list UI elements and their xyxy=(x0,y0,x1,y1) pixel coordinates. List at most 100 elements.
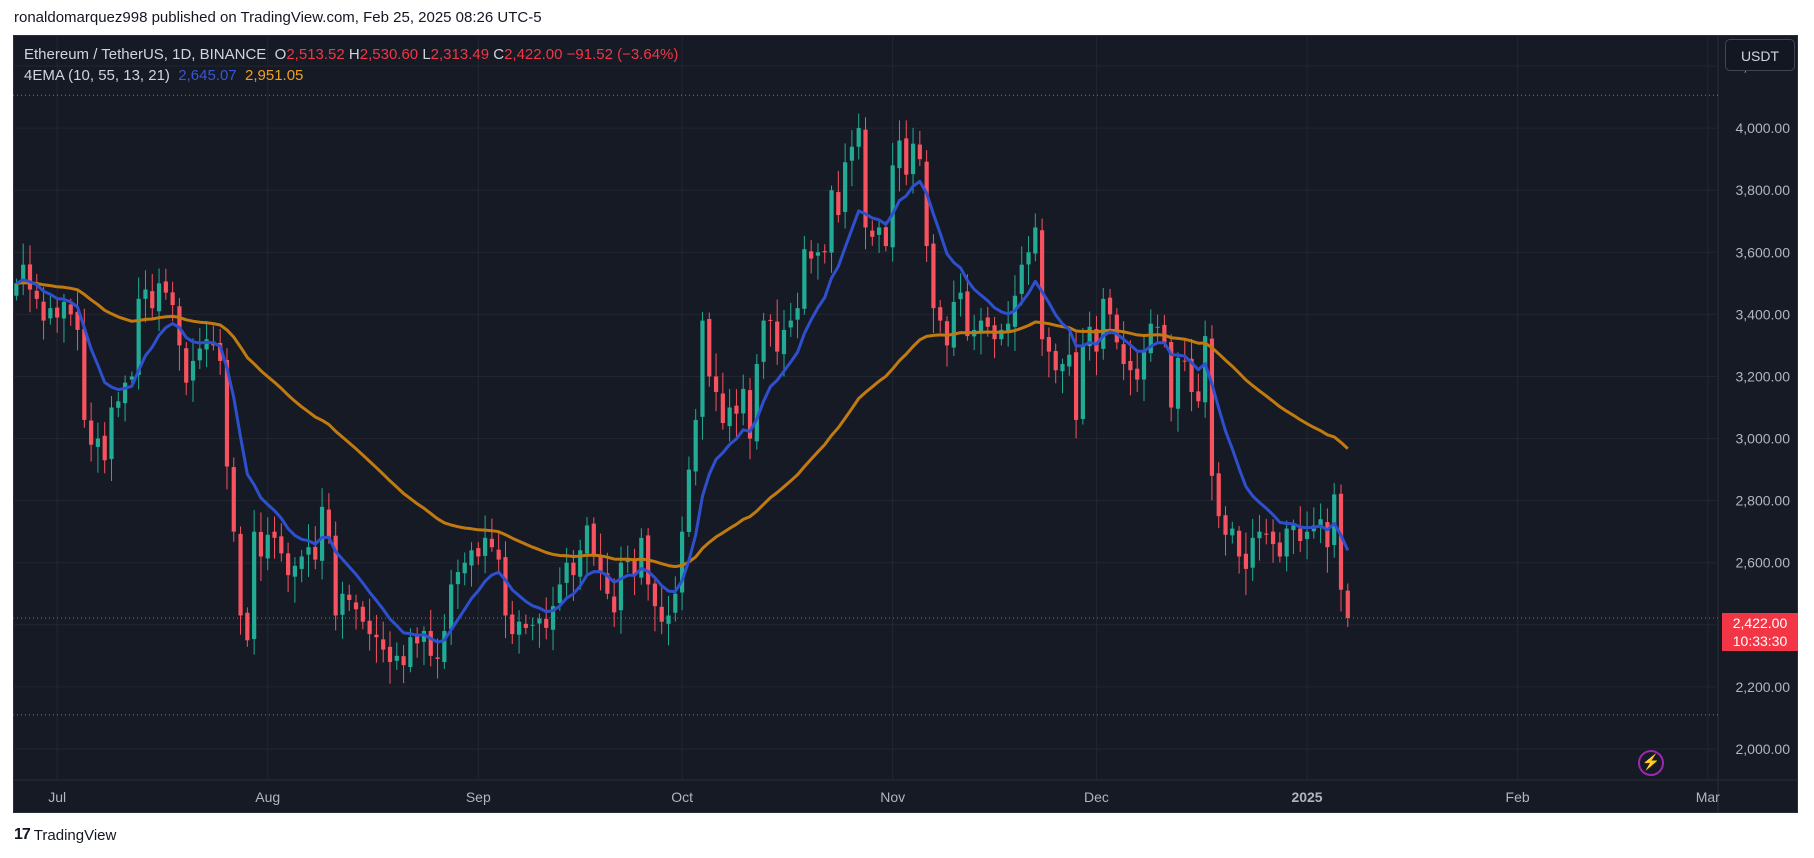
bar-countdown: 10:33:30 xyxy=(1732,633,1788,649)
candle-body xyxy=(224,360,230,467)
candle-body xyxy=(455,572,461,585)
indicator-label[interactable]: 4EMA (10, 55, 13, 21) xyxy=(24,67,170,84)
candle-body xyxy=(707,319,712,377)
candle-body xyxy=(299,556,304,569)
lightning-icon[interactable]: ⚡ xyxy=(1638,750,1664,776)
candle-body xyxy=(1196,391,1201,402)
candle-body xyxy=(1006,323,1011,332)
candle-body xyxy=(503,557,508,616)
x-tick-label: 2025 xyxy=(1291,789,1322,805)
candle-body xyxy=(734,405,739,414)
candle-body xyxy=(625,559,630,563)
brand-name: TradingView xyxy=(33,826,117,844)
candle-body xyxy=(306,547,311,555)
y-tick-label: 2,200.00 xyxy=(1736,679,1791,695)
candle-body xyxy=(870,230,875,237)
candle-body xyxy=(1332,494,1337,546)
candle-body xyxy=(1236,530,1242,557)
candle-body xyxy=(75,311,80,330)
candle-body xyxy=(1291,525,1296,531)
candle-body xyxy=(462,562,467,574)
candle-body xyxy=(720,393,725,424)
candle-body xyxy=(360,606,365,622)
candle-body xyxy=(415,634,420,644)
candle-body xyxy=(197,348,202,361)
axes: 4,200.004,000.003,800.003,600.003,400.00… xyxy=(48,58,1790,805)
candle-body xyxy=(863,129,868,228)
candle-body xyxy=(421,631,427,642)
candle-body xyxy=(550,606,556,630)
candle-body xyxy=(374,634,379,638)
candle-body xyxy=(1094,328,1099,352)
candle-body xyxy=(802,249,807,309)
symbol-label[interactable]: Ethereum / TetherUS, 1D, BINANCE xyxy=(24,46,267,63)
candle-body xyxy=(564,562,569,583)
candle-body xyxy=(883,227,888,247)
candle-body xyxy=(1203,336,1208,403)
candle-body xyxy=(1304,531,1310,540)
candle-body xyxy=(1060,364,1065,372)
candle-body xyxy=(1298,528,1303,541)
candle-body xyxy=(1101,298,1106,349)
candle-body xyxy=(1216,473,1221,517)
candle-body xyxy=(530,624,535,626)
candle-body xyxy=(408,637,413,668)
x-tick-label: Sep xyxy=(466,789,491,805)
low-label: L xyxy=(422,46,431,63)
candle-body xyxy=(537,618,542,624)
candle-body xyxy=(435,657,440,659)
y-tick-label: 2,000.00 xyxy=(1736,741,1791,757)
candle-body xyxy=(333,535,338,616)
candle-body xyxy=(292,565,298,577)
candle-body xyxy=(1250,537,1255,568)
candle-body xyxy=(170,292,175,306)
x-tick-label: Dec xyxy=(1084,789,1109,805)
candle-body xyxy=(1223,515,1228,535)
candle-body xyxy=(605,573,610,594)
candle-body xyxy=(48,308,53,319)
currency-button[interactable]: USDT xyxy=(1725,39,1795,71)
candle-body xyxy=(1141,351,1147,380)
last-price-tag: 2,422.00 10:33:30 xyxy=(1722,613,1798,651)
candle-body xyxy=(924,161,929,247)
chart-panel[interactable] xyxy=(13,35,1798,813)
candle-body xyxy=(578,550,583,577)
candle-body xyxy=(910,143,916,175)
x-tick-label: Aug xyxy=(255,789,280,805)
candle-body xyxy=(523,623,528,628)
x-tick-label: Mar xyxy=(1696,789,1720,805)
candle-body xyxy=(958,292,963,300)
candle-body xyxy=(102,435,107,461)
candle-body xyxy=(510,614,515,635)
y-tick-label: 3,600.00 xyxy=(1736,244,1791,260)
candle-body xyxy=(34,290,39,299)
candle-body xyxy=(1182,360,1187,362)
candle-body xyxy=(1128,360,1133,371)
candle-body xyxy=(795,308,800,320)
candle-body xyxy=(279,536,284,554)
candle-body xyxy=(476,548,481,557)
candle-body xyxy=(544,618,549,628)
candle-body xyxy=(442,631,447,663)
candle-body xyxy=(1053,351,1058,371)
candle-body xyxy=(1175,357,1181,409)
candle-body xyxy=(944,321,950,346)
candle-body xyxy=(482,537,488,556)
candle-body xyxy=(584,525,590,554)
candle-body xyxy=(897,140,902,169)
price-change: −91.52 (−3.64%) xyxy=(566,46,679,63)
candle-body xyxy=(1270,531,1276,545)
candle-body xyxy=(727,407,732,427)
candle-body xyxy=(1135,368,1140,380)
candle-body xyxy=(82,328,87,420)
candle-body xyxy=(95,438,101,447)
candle-body xyxy=(1230,528,1235,536)
candle-body xyxy=(14,283,19,296)
candle-body xyxy=(428,631,433,656)
candle-body xyxy=(829,190,834,253)
candle-body xyxy=(347,594,352,600)
candle-body xyxy=(1148,323,1153,354)
candle-body xyxy=(163,281,168,293)
x-tick-label: Feb xyxy=(1506,789,1530,805)
